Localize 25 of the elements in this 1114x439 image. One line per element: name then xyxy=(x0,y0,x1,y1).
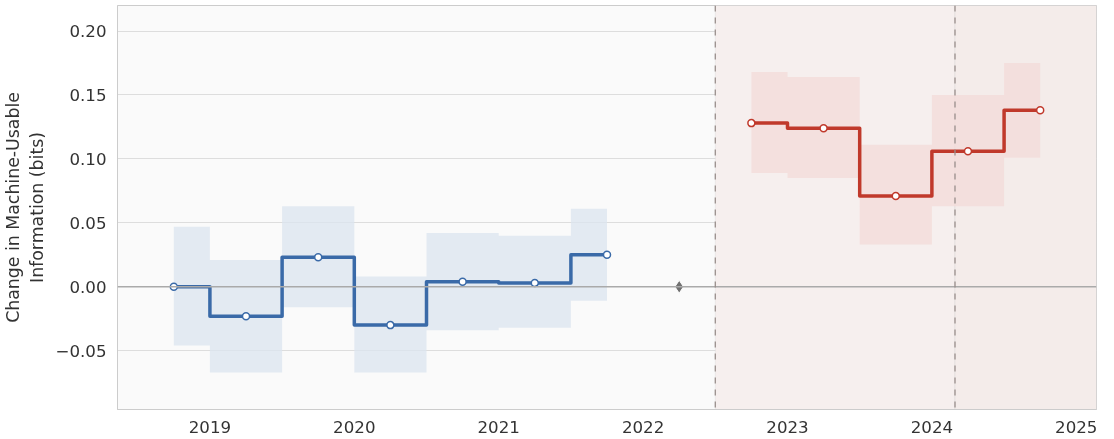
point xyxy=(747,118,756,128)
point xyxy=(313,253,323,262)
x-tick-label: 2023 xyxy=(766,417,809,437)
point xyxy=(963,147,973,156)
x-tick-label: 2020 xyxy=(333,417,376,437)
point xyxy=(241,311,251,321)
y-tick-label: 0.10 xyxy=(69,149,107,169)
y-axis-title: Change in Machine-Usable Information (bits) xyxy=(3,92,48,323)
y-tick-label: 0.15 xyxy=(69,85,107,105)
point xyxy=(602,250,612,260)
x-tick-label: 2025 xyxy=(1055,417,1098,437)
x-tick-label: 2022 xyxy=(621,417,665,437)
y-tick-label: 0.00 xyxy=(69,277,107,297)
point xyxy=(530,278,540,288)
y-tick-label: −0.05 xyxy=(55,341,107,361)
point xyxy=(458,277,467,286)
point xyxy=(1035,106,1045,115)
y-tick-label: 0.05 xyxy=(69,213,107,233)
x-tick-label: 2021 xyxy=(477,417,520,437)
point xyxy=(386,320,395,330)
x-tick-label: 2019 xyxy=(188,417,232,437)
x-tick-label: 2024 xyxy=(910,417,954,437)
y-tick-label: 0.20 xyxy=(69,22,107,42)
point xyxy=(819,123,828,133)
point xyxy=(891,191,901,201)
